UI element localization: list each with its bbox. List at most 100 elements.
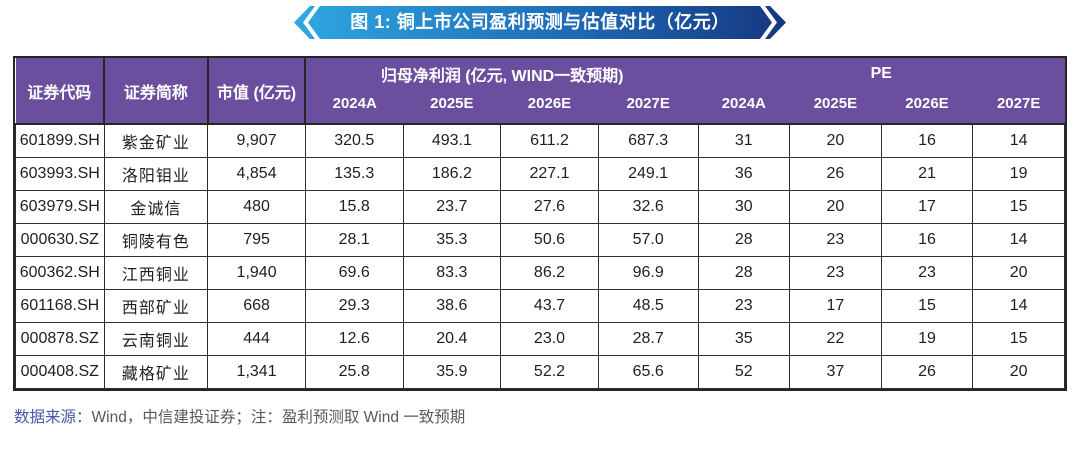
- header-pe-2026e: 2026E: [881, 90, 973, 124]
- data-source-note: 数据来源：Wind，中信建投证券；注：盈利预测取 Wind 一致预期: [14, 408, 1080, 428]
- cell-market-cap: 668: [207, 288, 306, 323]
- cell-name: 铜陵有色: [103, 222, 209, 257]
- table-row: 601899.SH 紫金矿业 9,907 320.5 493.1 611.2 6…: [15, 123, 1065, 158]
- cell-profit-2025e: 35.3: [402, 222, 502, 257]
- cell-name: 云南铜业: [103, 321, 209, 356]
- cell-market-cap: 1,341: [207, 354, 306, 389]
- cell-profit-2027e: 28.7: [597, 321, 699, 356]
- header-pe-2027e: 2027E: [972, 90, 1065, 124]
- cell-code: 000408.SZ: [15, 354, 105, 389]
- cell-profit-2027e: 48.5: [597, 288, 699, 323]
- cell-profit-2024a: 320.5: [304, 123, 404, 158]
- cell-profit-2024a: 29.3: [304, 288, 404, 323]
- banner-gradient-body: [294, 6, 786, 39]
- cell-pe-2024a: 36: [697, 156, 791, 191]
- cell-pe-2027e: 19: [972, 156, 1065, 191]
- cell-pe-2027e: 14: [972, 222, 1065, 257]
- cell-name: 洛阳钼业: [103, 156, 209, 191]
- cell-pe-2027e: 14: [972, 288, 1065, 323]
- cell-pe-2025e: 23: [789, 222, 882, 257]
- cell-profit-2026e: 23.0: [500, 321, 599, 356]
- table-row: 603979.SH 金诚信 480 15.8 23.7 27.6 32.6 30…: [15, 189, 1065, 224]
- cell-pe-2025e: 37: [789, 354, 882, 389]
- cell-pe-2024a: 28: [697, 255, 791, 290]
- cell-pe-2024a: 28: [697, 222, 791, 257]
- cell-name: 金诚信: [103, 189, 209, 224]
- header-profit-2027e: 2027E: [598, 90, 698, 124]
- table-row: 000878.SZ 云南铜业 444 12.6 20.4 23.0 28.7 3…: [15, 321, 1065, 356]
- header-code: 证券代码: [15, 58, 106, 124]
- cell-market-cap: 9,907: [207, 123, 306, 158]
- cell-pe-2025e: 26: [789, 156, 882, 191]
- cell-code: 000630.SZ: [15, 222, 105, 257]
- cell-profit-2024a: 15.8: [304, 189, 404, 224]
- cell-pe-2026e: 17: [880, 189, 974, 224]
- cell-profit-2027e: 65.6: [597, 354, 699, 389]
- cell-pe-2026e: 19: [880, 321, 974, 356]
- cell-code: 601168.SH: [15, 288, 105, 323]
- cell-profit-2025e: 38.6: [402, 288, 502, 323]
- header-pe-2025e: 2025E: [789, 90, 882, 124]
- cell-pe-2027e: 15: [972, 189, 1065, 224]
- cell-profit-2025e: 493.1: [402, 123, 502, 158]
- header-profit-2026e: 2026E: [500, 90, 599, 124]
- header-pe-group: PE: [698, 58, 1065, 90]
- table-row: 603993.SH 洛阳钼业 4,854 135.3 186.2 227.1 2…: [15, 156, 1065, 191]
- cell-pe-2025e: 22: [789, 321, 882, 356]
- cell-profit-2026e: 52.2: [500, 354, 599, 389]
- cell-pe-2026e: 26: [880, 354, 974, 389]
- cell-profit-2027e: 57.0: [597, 222, 699, 257]
- cell-pe-2026e: 16: [880, 123, 974, 158]
- table-row: 000408.SZ 藏格矿业 1,341 25.8 35.9 52.2 65.6…: [15, 354, 1065, 389]
- cell-market-cap: 1,940: [207, 255, 306, 290]
- cell-pe-2025e: 20: [789, 189, 882, 224]
- cell-profit-2027e: 687.3: [597, 123, 699, 158]
- cell-profit-2026e: 50.6: [500, 222, 599, 257]
- header-name: 证券简称: [104, 58, 209, 124]
- cell-profit-2026e: 27.6: [500, 189, 599, 224]
- cell-profit-2027e: 96.9: [597, 255, 699, 290]
- cell-pe-2025e: 23: [789, 255, 882, 290]
- cell-pe-2026e: 21: [880, 156, 974, 191]
- cell-profit-2024a: 12.6: [304, 321, 404, 356]
- table-body: 601899.SH 紫金矿业 9,907 320.5 493.1 611.2 6…: [15, 123, 1065, 389]
- cell-profit-2025e: 83.3: [402, 255, 502, 290]
- cell-profit-2026e: 86.2: [500, 255, 599, 290]
- cell-name: 西部矿业: [103, 288, 209, 323]
- cell-code: 600362.SH: [15, 255, 105, 290]
- cell-pe-2026e: 16: [880, 222, 974, 257]
- cell-name: 江西铜业: [103, 255, 209, 290]
- cell-profit-2026e: 611.2: [500, 123, 599, 158]
- valuation-table-wrap: 证券代码 证券简称 市值 (亿元) 归母净利润 (亿元, WIND一致预期) P…: [13, 56, 1067, 391]
- cell-code: 601899.SH: [15, 123, 105, 158]
- cell-profit-2026e: 43.7: [500, 288, 599, 323]
- cell-pe-2027e: 20: [972, 354, 1065, 389]
- figure-title-banner: 图 1: 铜上市公司盈利预测与估值对比（亿元）: [0, 0, 1080, 39]
- cell-market-cap: 795: [207, 222, 306, 257]
- cell-profit-2024a: 25.8: [304, 354, 404, 389]
- header-profit-2024a: 2024A: [305, 90, 404, 124]
- cell-profit-2027e: 32.6: [597, 189, 699, 224]
- table-row: 600362.SH 江西铜业 1,940 69.6 83.3 86.2 96.9…: [15, 255, 1065, 290]
- cell-pe-2024a: 31: [697, 123, 791, 158]
- cell-profit-2025e: 20.4: [402, 321, 502, 356]
- cell-profit-2024a: 69.6: [304, 255, 404, 290]
- header-pe-2024a: 2024A: [698, 90, 790, 124]
- banner-shape: 图 1: 铜上市公司盈利预测与估值对比（亿元）: [294, 6, 786, 39]
- cell-profit-2026e: 227.1: [500, 156, 599, 191]
- cell-pe-2026e: 23: [880, 255, 974, 290]
- cell-pe-2027e: 14: [972, 123, 1065, 158]
- cell-pe-2027e: 20: [972, 255, 1065, 290]
- cell-profit-2025e: 23.7: [402, 189, 502, 224]
- cell-pe-2026e: 15: [880, 288, 974, 323]
- data-source-text: ：Wind，中信建投证券；注：盈利预测取 Wind 一致预期: [76, 408, 466, 426]
- cell-code: 000878.SZ: [15, 321, 105, 356]
- cell-profit-2024a: 135.3: [304, 156, 404, 191]
- cell-code: 603993.SH: [15, 156, 105, 191]
- cell-market-cap: 480: [207, 189, 306, 224]
- cell-pe-2027e: 15: [972, 321, 1065, 356]
- cell-name: 藏格矿业: [103, 354, 209, 389]
- cell-profit-2025e: 35.9: [402, 354, 502, 389]
- cell-profit-2024a: 28.1: [304, 222, 404, 257]
- cell-pe-2025e: 17: [789, 288, 882, 323]
